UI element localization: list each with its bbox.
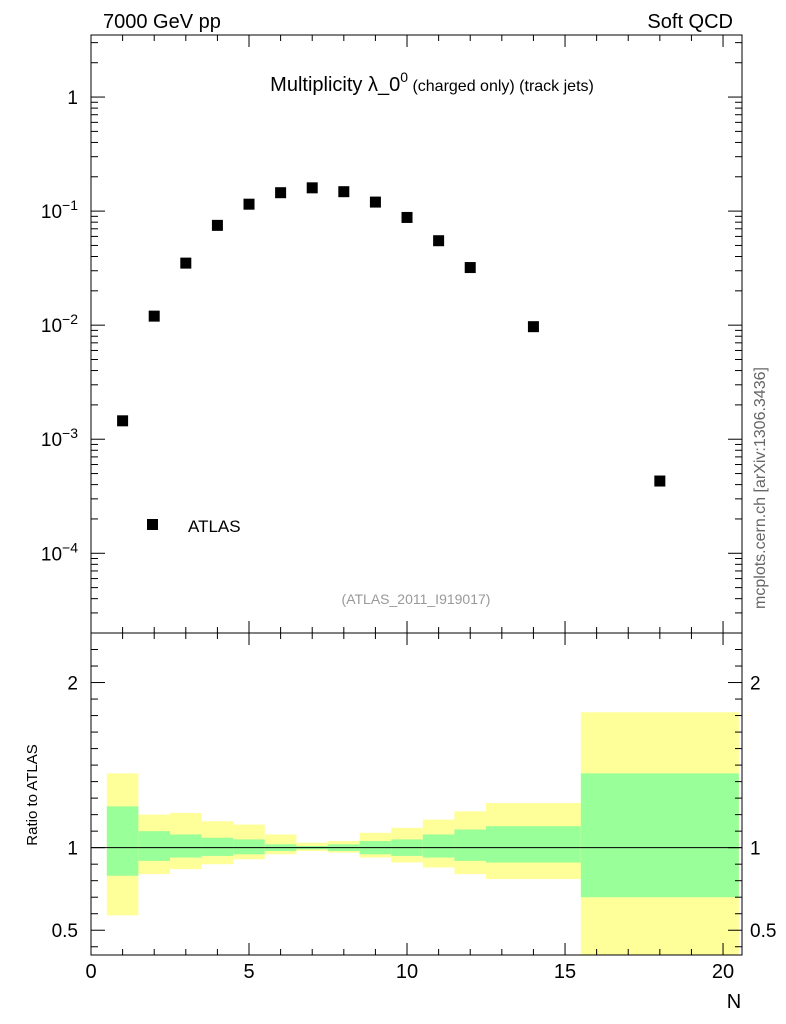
ratio-band-inner-11: [454, 829, 487, 861]
ratio-band-inner-0: [106, 806, 139, 876]
y-tick-label-2: 10−2: [41, 311, 78, 337]
header-right: Soft QCD: [647, 11, 733, 33]
title-suffix: (charged only) (track jets): [408, 78, 594, 95]
ratio-band-inner-2: [170, 834, 202, 858]
main-frame: [90, 34, 743, 634]
side-label: mcplots.cern.ch [arXiv:1306.3436]: [752, 367, 769, 609]
data-point-0: [117, 415, 129, 427]
y-tick-label-4: 10−4: [41, 539, 78, 565]
x-tick-label-5: 5: [243, 961, 254, 983]
ratio-band-inner-3: [201, 837, 234, 856]
ratio-frame: [90, 632, 743, 956]
ratio-y-tick-label-left-0.5: 0.5: [52, 921, 78, 942]
title-main: Multiplicity λ_0: [270, 74, 400, 96]
data-point-5: [275, 187, 287, 199]
x-axis-label: N: [727, 991, 741, 1013]
data-point-2: [180, 257, 192, 269]
header-left: 7000 GeV pp: [103, 11, 221, 33]
ratio-y-tick-label-right-2: 2: [750, 674, 761, 695]
y-tick-label-0: 1: [67, 88, 78, 109]
ratio-band-inner-4: [233, 839, 265, 855]
ratio-band-inner-10: [422, 834, 455, 858]
ratio-y-tick-label-right-0.5: 0.5: [750, 921, 776, 942]
data-point-1: [148, 310, 160, 322]
data-point-7: [338, 186, 350, 198]
ratio-y-tick-label-left-1: 1: [67, 839, 78, 860]
data-point-10: [433, 235, 445, 247]
ratio-y-tick-label-right-1: 1: [750, 839, 761, 860]
data-point-6: [306, 182, 318, 194]
ratio-ylabel: Ratio to ATLAS: [24, 744, 41, 845]
legend-marker: [147, 519, 158, 530]
data-point-4: [243, 198, 255, 210]
ratio-band-inner-12: [486, 826, 581, 863]
data-point-3: [211, 219, 223, 231]
ratio-y-tick-label-left-2: 2: [67, 674, 78, 695]
y-tick-label-1: 10−1: [41, 197, 78, 223]
main-panel: 1 10−1 10−2 10−3 10−4: [41, 34, 743, 634]
x-tick-label-10: 10: [396, 961, 418, 983]
x-tick-label-0: 0: [85, 961, 96, 983]
x-tick-label-15: 15: [554, 961, 576, 983]
data-point-9: [401, 211, 413, 223]
chart-title: Multiplicity λ_00 (charged only) (track …: [270, 69, 594, 96]
x-tick-label-20: 20: [712, 961, 734, 983]
ratio-band-inner-1: [138, 831, 171, 861]
data-point-12: [527, 321, 539, 333]
ratio-band-inner-13: [580, 773, 739, 898]
title-superscript: 0: [400, 69, 408, 85]
ratio-panel: 0 5 10 15 20 0.5 0.5 1 1 2 2: [52, 632, 776, 983]
data-point-11: [464, 262, 476, 274]
legend-label: ATLAS: [188, 517, 241, 536]
y-tick-label-3: 10−3: [41, 425, 78, 451]
analysis-id: (ATLAS_2011_I919017): [342, 591, 491, 607]
data-point-8: [369, 196, 381, 208]
data-point-13: [654, 475, 666, 487]
